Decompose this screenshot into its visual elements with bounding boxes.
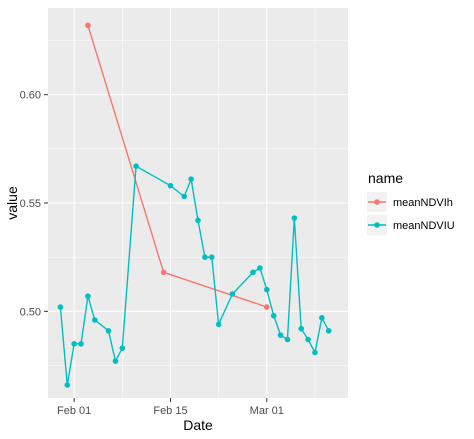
- data-point-meanNDVIU: [270, 312, 277, 319]
- data-point-meanNDVIU: [78, 341, 84, 347]
- axis-labels: 0.50 0.55 0.60 Feb 01 Feb 15 Mar 01: [20, 90, 284, 417]
- data-point-meanNDVIU: [119, 345, 126, 351]
- data-point-meanNDVIU: [112, 358, 119, 364]
- data-point-meanNDVIU: [181, 193, 188, 200]
- data-point-meanNDVIU: [85, 293, 91, 299]
- data-point-meanNDVIU: [312, 349, 318, 356]
- data-point-meanNDVIh: [85, 22, 91, 29]
- data-point-meanNDVIU: [319, 315, 325, 321]
- data-point-meanNDVIh: [160, 269, 167, 276]
- legend-label: meanNDVIU: [393, 220, 455, 232]
- data-point-meanNDVIU: [291, 215, 298, 221]
- x-tick-label: Feb 01: [57, 405, 91, 417]
- data-point-meanNDVIU: [133, 163, 139, 169]
- data-point-meanNDVIh: [264, 304, 270, 310]
- y-axis-title: value: [4, 186, 20, 220]
- legend-label: meanNDVIh: [393, 197, 453, 209]
- data-point-meanNDVIU: [215, 321, 222, 328]
- legend-key-point: [374, 199, 380, 205]
- grid-major: [48, 8, 348, 398]
- legend-keys: meanNDVIh meanNDVIU: [367, 192, 455, 235]
- data-point-meanNDVIU: [305, 336, 311, 343]
- x-tick-label: Mar 01: [250, 405, 284, 417]
- data-point-meanNDVIU: [188, 176, 194, 182]
- data-point-meanNDVIU: [325, 328, 332, 334]
- data-point-meanNDVIU: [257, 265, 263, 271]
- data-point-meanNDVIU: [195, 217, 201, 224]
- series-line-meanNDVIU: [59, 165, 330, 386]
- y-tick-label: 0.60: [20, 90, 41, 102]
- axis-ticks: [44, 94, 268, 402]
- data-point-meanNDVIU: [91, 317, 98, 323]
- series-points: [57, 22, 332, 388]
- legend: name meanNDVIh meanNDVIU: [367, 170, 455, 235]
- data-point-meanNDVIU: [208, 254, 215, 260]
- data-point-meanNDVIU: [229, 291, 236, 297]
- y-tick-label: 0.50: [20, 306, 41, 318]
- data-point-meanNDVIU: [57, 304, 64, 310]
- data-point-meanNDVIU: [105, 328, 112, 334]
- data-point-meanNDVIU: [264, 286, 270, 293]
- y-tick-label: 0.55: [20, 198, 41, 210]
- data-point-meanNDVIU: [250, 269, 256, 276]
- data-point-meanNDVIU: [167, 182, 174, 189]
- legend-key-point: [374, 222, 380, 228]
- data-point-meanNDVIU: [284, 336, 291, 343]
- data-point-meanNDVIU: [64, 382, 71, 388]
- data-point-meanNDVIU: [202, 254, 208, 260]
- x-axis-title: Date: [183, 417, 213, 433]
- x-tick-label: Feb 15: [153, 405, 187, 417]
- data-point-meanNDVIU: [71, 341, 77, 347]
- data-point-meanNDVIU: [277, 332, 284, 338]
- data-point-meanNDVIU: [298, 325, 305, 332]
- legend-title: name: [368, 170, 403, 186]
